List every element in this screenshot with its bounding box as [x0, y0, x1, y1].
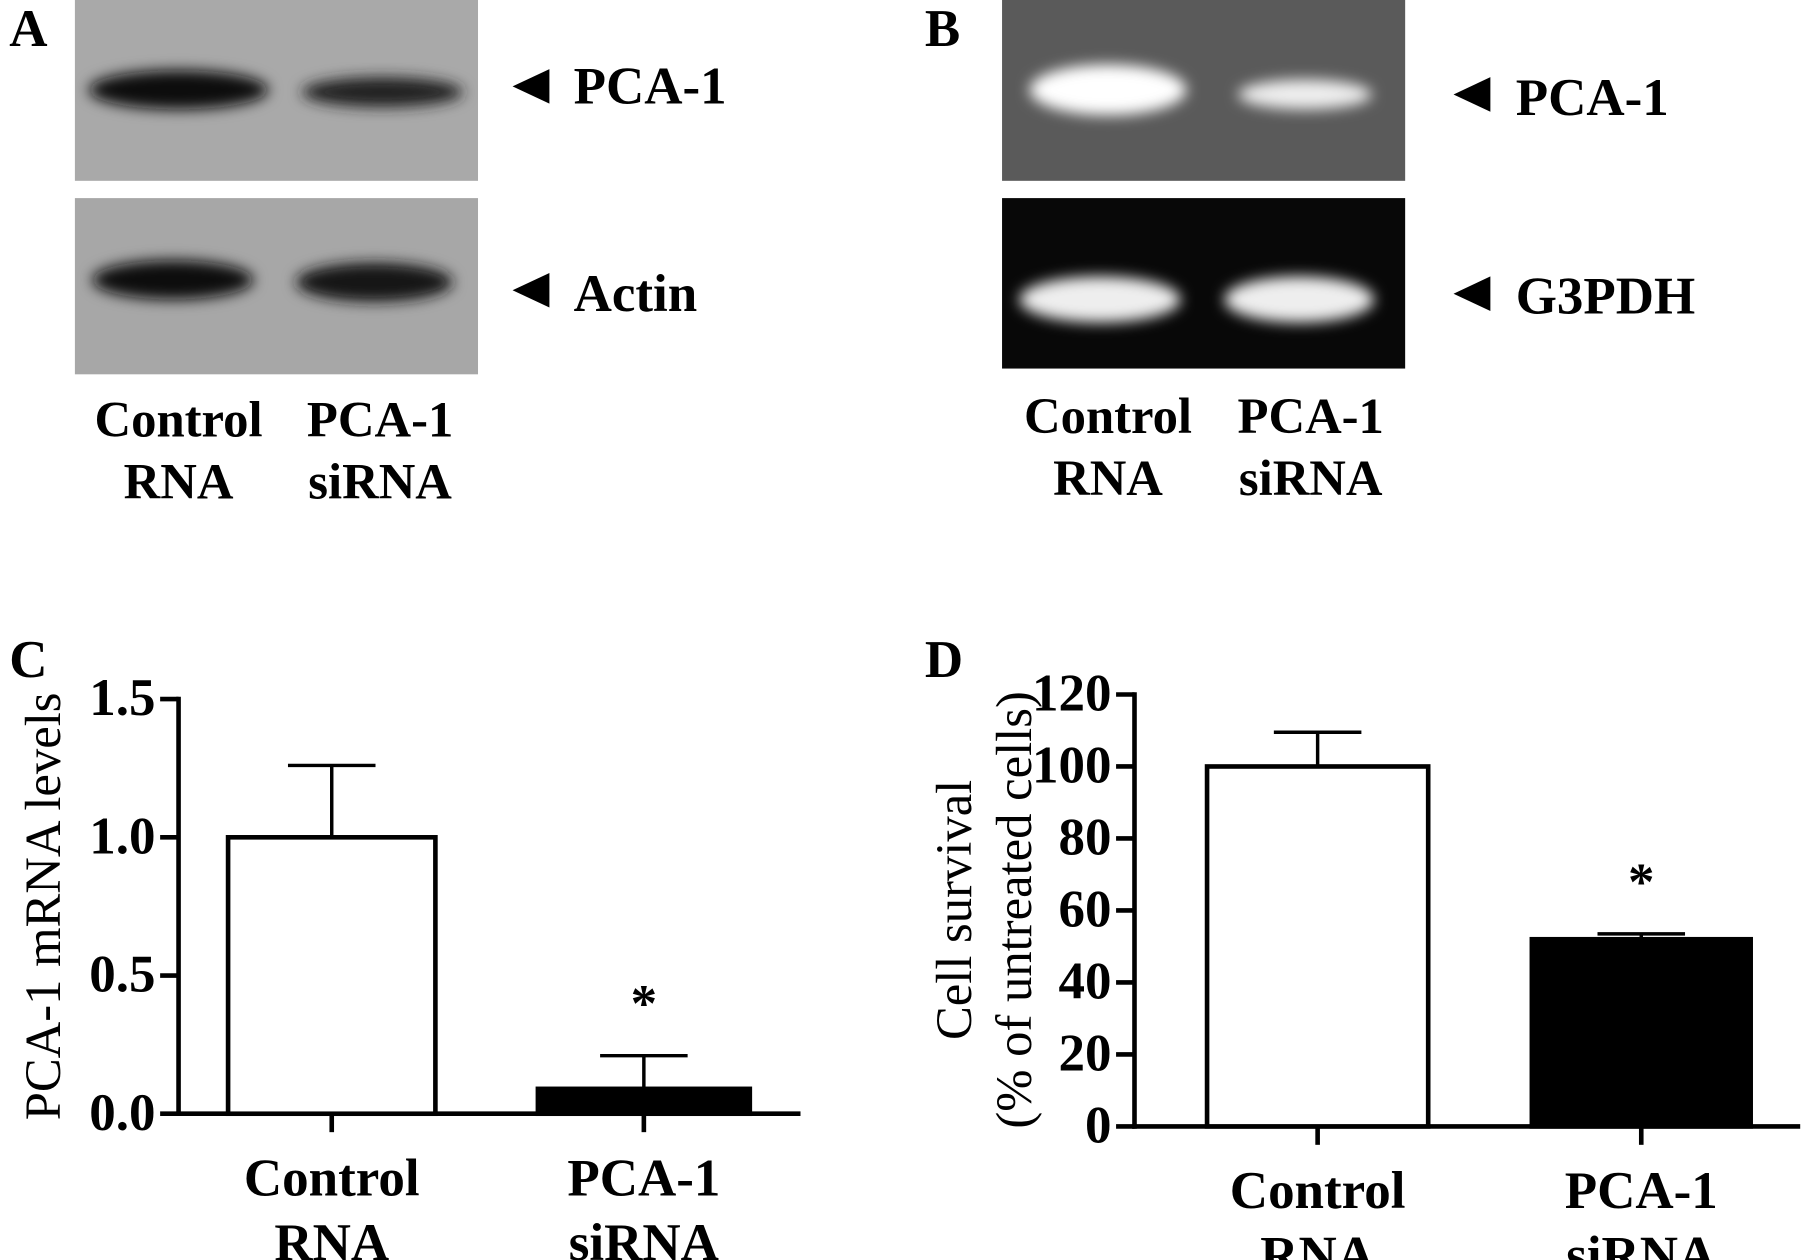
lane-label: PCA-1 siRNA	[1237, 388, 1384, 507]
y-axis-label: Cell survival	[926, 780, 982, 1040]
band	[1019, 276, 1181, 323]
y-tick-label: 1.5	[89, 669, 155, 727]
y-tick-label: 60	[1058, 881, 1111, 939]
y-tick-label: 20	[1058, 1025, 1111, 1083]
category-text: PCA-1 siRNA	[1564, 1160, 1718, 1260]
category-text: Control RNA	[1229, 1160, 1406, 1260]
band	[92, 260, 254, 300]
arrow	[1453, 276, 1491, 311]
band	[301, 77, 464, 108]
bar	[1204, 764, 1431, 1129]
x-tick-label: Control RNA	[243, 1148, 420, 1260]
y-tick-label: 40	[1058, 953, 1111, 1011]
category-text: Control RNA	[243, 1148, 420, 1260]
panel-label: B	[925, 0, 960, 58]
bar	[225, 835, 438, 1117]
lane-label: PCA-1 siRNA	[306, 391, 454, 511]
band	[88, 70, 269, 110]
lane-text: PCA-1 siRNA	[1237, 388, 1384, 507]
arrow	[512, 272, 550, 308]
y-tick-label: 0.0	[89, 1084, 155, 1142]
lane-label: Control RNA	[94, 391, 263, 511]
y-axis-label: (% of untreated cells)	[986, 691, 1042, 1128]
x-tick-label: PCA-1 siRNA	[1564, 1160, 1718, 1260]
y-tick-label: 100	[1032, 737, 1111, 795]
y-tick-label: 0.5	[89, 946, 155, 1004]
bar	[535, 1086, 753, 1117]
significance-mark: *	[631, 975, 657, 1033]
lane-text: Control RNA	[94, 391, 263, 511]
lane-label: Control RNA	[1024, 388, 1192, 507]
band	[1029, 64, 1187, 116]
lane-text: Control RNA	[1024, 388, 1192, 507]
band-label: G3PDH	[1516, 267, 1695, 325]
panel-label: D	[925, 631, 963, 689]
y-tick-label: 0	[1085, 1097, 1111, 1155]
band-label: PCA-1	[1516, 69, 1669, 127]
panel-label: A	[9, 0, 47, 58]
y-axis-label: PCA-1 mRNA levels	[15, 693, 71, 1121]
significance-mark: *	[1628, 853, 1654, 911]
y-tick-label: 1.0	[89, 807, 155, 865]
bar	[1529, 936, 1753, 1129]
band	[1224, 276, 1375, 323]
band-label: Actin	[574, 265, 698, 323]
arrow	[1453, 77, 1491, 112]
band	[1238, 79, 1372, 110]
band	[296, 262, 453, 302]
arrow	[512, 69, 550, 104]
band-label: PCA-1	[574, 58, 727, 116]
x-tick-label: PCA-1 siRNA	[567, 1148, 721, 1260]
x-tick-label: Control RNA	[1229, 1160, 1406, 1260]
y-tick-label: 120	[1032, 665, 1111, 723]
lane-text: PCA-1 siRNA	[306, 391, 454, 511]
panel-label: C	[9, 631, 47, 689]
category-text: PCA-1 siRNA	[567, 1148, 721, 1260]
y-tick-label: 80	[1058, 809, 1111, 867]
